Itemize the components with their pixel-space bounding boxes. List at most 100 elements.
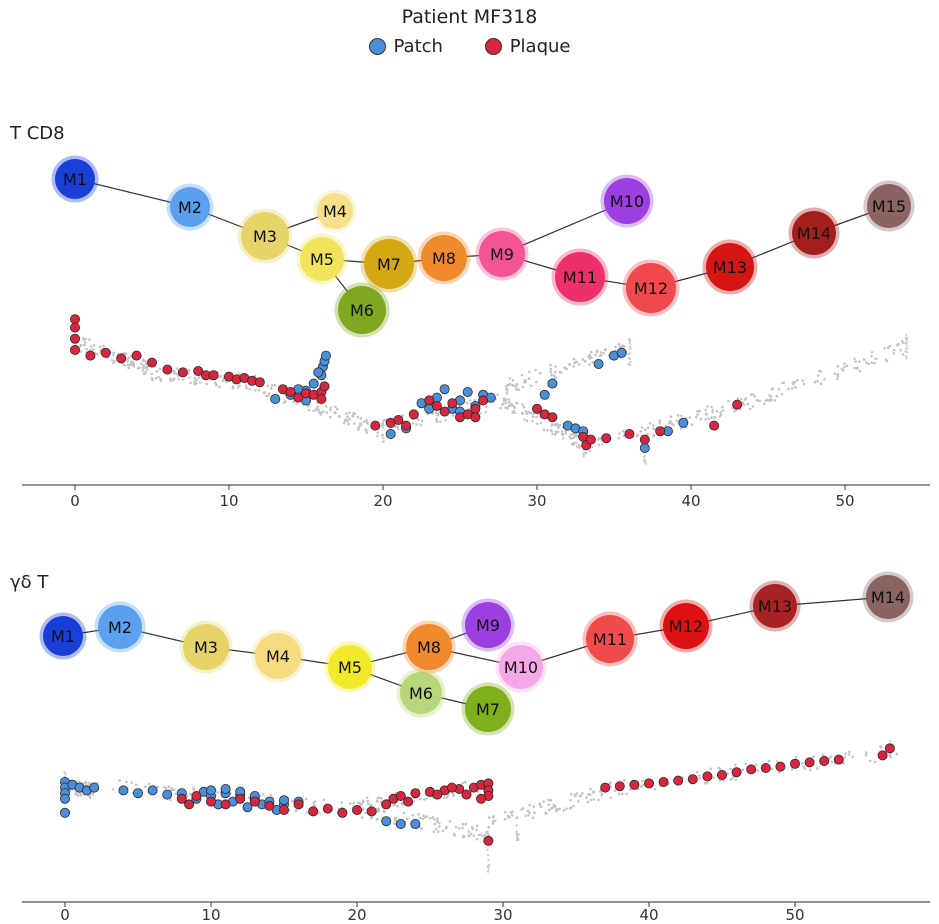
plaque-point [264,800,275,811]
background-cell-point [185,794,189,798]
background-cell-point [79,350,83,353]
background-cell-point [531,419,534,423]
background-cell-point [362,420,366,424]
background-cell-point [722,779,725,782]
plaque-point [547,412,558,423]
background-cell-point [535,422,539,426]
background-cell-point [236,386,240,389]
node-m12 [663,603,709,649]
background-cell-point [402,811,406,815]
background-cell-point [475,824,479,828]
patch-point [147,785,158,796]
background-cell-point [527,410,530,414]
plaque-point [833,754,844,765]
plaque-point [403,796,414,807]
background-cell-point [461,781,465,785]
background-cell-point [515,383,519,386]
background-cell-point [574,441,578,445]
background-cell-point [295,402,298,405]
background-cell-point [436,412,440,415]
background-cell-point [75,792,79,796]
background-cell-point [534,368,537,372]
background-cell-point [359,422,362,425]
background-cell-point [553,423,556,427]
background-cell-point [329,408,332,412]
background-cell-point [158,367,162,371]
background-cell-point [435,827,438,831]
background-cell-point [892,352,896,355]
node-m8 [421,235,467,281]
background-cell-point [141,359,145,363]
background-cell-point [215,383,218,387]
background-cell-point [197,376,201,379]
background-cell-point [557,807,560,811]
background-cell-point [257,388,261,392]
background-cell-point [858,360,861,364]
x-tick-label-gdt: 40 [639,906,658,924]
background-cell-point [639,430,643,433]
background-cell-point [527,377,531,381]
background-cell-point [706,405,709,408]
background-cell-point [346,415,349,419]
background-cell-point [531,415,535,419]
patch-point [547,378,558,389]
background-cell-point [85,347,88,351]
background-cell-point [775,394,779,398]
background-cell-point [63,775,67,778]
node-label-m13: M13 [758,597,792,616]
background-cell-point [216,791,219,794]
patch-point [639,442,650,453]
background-cell-point [263,391,267,394]
plaque-point [470,412,481,423]
background-cell-point [718,779,721,782]
background-cell-point [763,402,766,406]
background-cell-point [521,807,525,810]
background-cell-point [486,830,489,833]
background-cell-point [214,381,217,385]
background-cell-point [895,752,899,756]
background-cell-point [365,796,369,800]
plaque-point [401,420,412,431]
plaque-point [790,758,801,769]
background-cell-point [905,355,908,358]
background-cell-point [741,401,745,405]
background-cell-point [565,367,568,371]
background-cell-point [873,361,876,365]
background-cell-point [667,421,671,425]
background-cell-point [452,794,455,798]
background-cell-point [698,774,701,777]
background-cell-point [515,816,519,819]
background-cell-point [851,755,854,759]
background-cell-point [868,759,872,763]
background-cell-point [366,799,370,803]
background-cell-point [503,810,507,814]
patch-point [132,788,143,799]
background-cell-point [145,365,149,369]
background-cell-point [502,397,506,400]
background-cell-point [446,794,450,797]
background-cell-point [563,366,566,369]
background-cell-point [746,402,750,406]
background-cell-point [352,411,355,415]
background-cell-point [150,372,153,376]
background-cell-point [550,430,553,433]
node-label-m14: M14 [797,224,831,243]
background-cell-point [549,798,553,802]
background-cell-point [842,369,845,372]
background-cell-point [589,793,592,796]
background-cell-point [294,809,298,812]
background-cell-point [905,357,908,360]
node-label-m2: M2 [178,198,202,217]
background-cell-point [499,406,502,410]
plaque-point [70,314,81,325]
background-cell-point [159,379,163,383]
background-cell-point [304,797,308,801]
background-cell-point [365,419,368,422]
background-cell-point [269,794,273,797]
background-cell-point [729,767,732,771]
background-cell-point [193,380,196,383]
background-cell-point [381,433,385,436]
background-cell-point [504,401,508,405]
background-cell-point [900,340,904,343]
patch-point [395,819,406,830]
